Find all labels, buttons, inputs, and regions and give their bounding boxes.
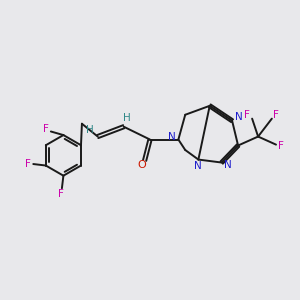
Text: N: N xyxy=(235,112,243,122)
Text: N: N xyxy=(224,160,232,170)
Text: O: O xyxy=(138,160,147,170)
Text: F: F xyxy=(58,189,64,199)
Text: N: N xyxy=(194,161,202,171)
Text: F: F xyxy=(25,159,31,169)
Text: F: F xyxy=(244,110,250,120)
Text: N: N xyxy=(168,132,176,142)
Text: F: F xyxy=(278,141,284,151)
Text: F: F xyxy=(273,110,279,120)
Text: F: F xyxy=(43,124,48,134)
Text: H: H xyxy=(123,113,131,123)
Text: H: H xyxy=(85,125,93,135)
